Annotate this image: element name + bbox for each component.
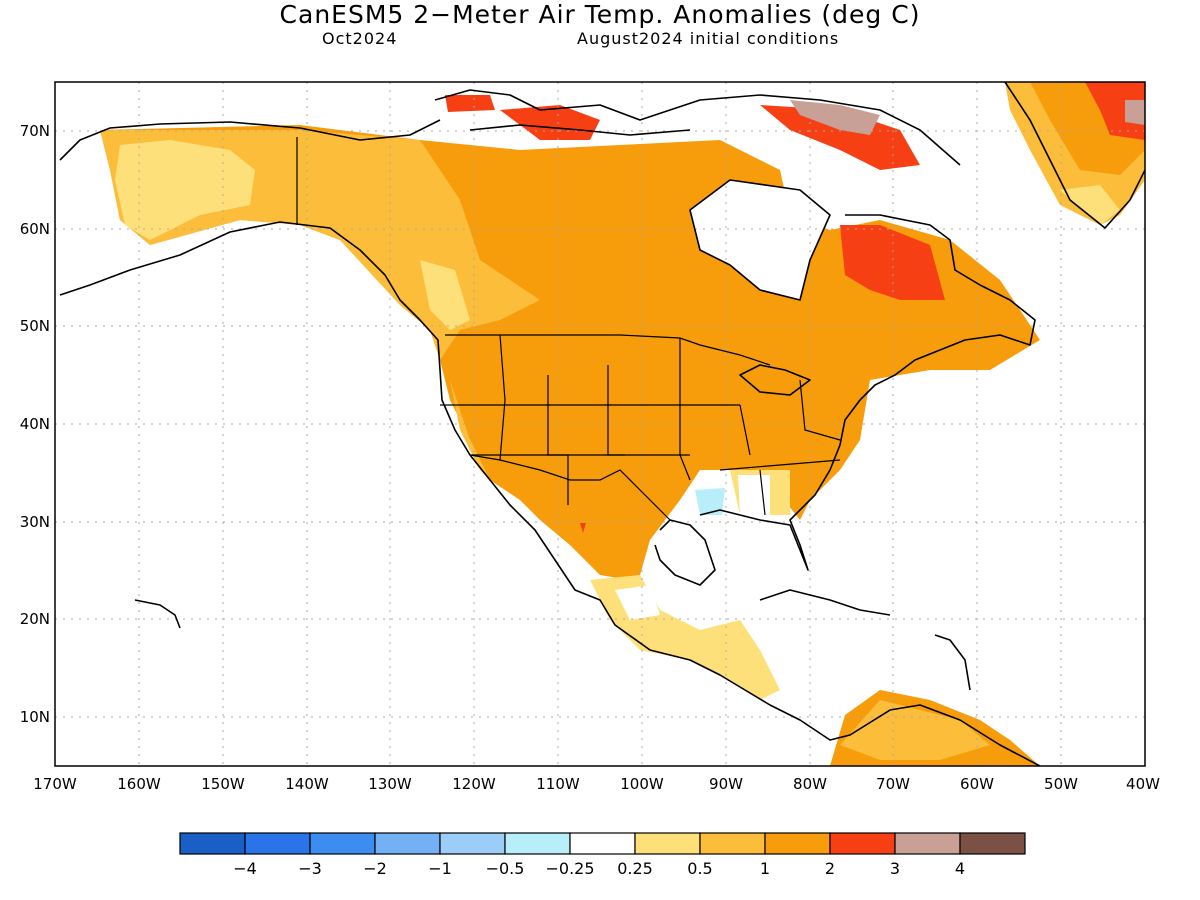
colorbar: −4 −3 −2 −1 −0.5 −0.25 0.25 0.5 1 2 3 4 [179, 832, 1026, 878]
colorbar-label: −3 [298, 859, 322, 878]
colorbar-label: 0.25 [617, 859, 653, 878]
greenland-anomaly-yellow [1060, 185, 1120, 225]
lon-label-120w: 120W [452, 775, 496, 793]
colorbar-swatch [959, 832, 1026, 855]
coastlines [59, 82, 1145, 766]
colorbar-swatch [829, 832, 896, 855]
lon-label-170w: 170W [33, 775, 77, 793]
lon-label-50w: 50W [1044, 775, 1078, 793]
anomaly-shading-yellow-coast [420, 260, 470, 330]
initial-conditions: August2024 initial conditions [577, 29, 840, 48]
colorbar-swatch [894, 832, 961, 855]
colorbar-swatch [309, 832, 376, 855]
lat-label-30n: 30N [20, 513, 50, 531]
anomaly-shading-red-arctic-3 [445, 95, 495, 112]
anomaly-shading-red-texas [580, 523, 586, 533]
anomaly-shading-brown-arctic [790, 100, 880, 135]
lon-label-110w: 110W [536, 775, 580, 793]
greenland-anomaly-red [1085, 82, 1145, 140]
south-america-anomaly-light [840, 700, 990, 760]
political-boundaries [296, 137, 841, 521]
anomaly-shading-white-mexico [615, 585, 660, 620]
colorbar-label: 0.5 [687, 859, 712, 878]
valid-month: Oct2024 [322, 29, 398, 48]
colorbar-swatch [634, 832, 701, 855]
anomaly-shading-red-arctic-2 [760, 105, 920, 170]
hudson-bay [690, 180, 830, 300]
colorbar-swatch [439, 832, 506, 855]
anomaly-shading-light-blue [695, 488, 725, 515]
lat-label-60n: 60N [20, 220, 50, 238]
lat-label-20n: 20N [20, 610, 50, 628]
lon-label-160w: 160W [117, 775, 161, 793]
gridlines [55, 82, 1145, 766]
lon-label-80w: 80W [793, 775, 827, 793]
lon-label-60w: 60W [960, 775, 994, 793]
anomaly-shading-white-southeast [738, 475, 770, 515]
lon-label-150w: 150W [201, 775, 245, 793]
lat-label-50n: 50N [20, 317, 50, 335]
lon-label-90w: 90W [709, 775, 743, 793]
colorbar-label: −0.25 [545, 859, 594, 878]
lon-label-100w: 100W [620, 775, 664, 793]
colorbar-label: 1 [760, 859, 770, 878]
map-plot-area [55, 82, 1145, 766]
colorbar-label: 2 [825, 859, 835, 878]
colorbar-label: 4 [955, 859, 965, 878]
map-frame [54, 81, 1146, 767]
colorbar-label: −1 [428, 859, 452, 878]
greenland-anomaly-brown [1125, 100, 1145, 125]
lon-label-40w: 40W [1126, 775, 1160, 793]
anomaly-shading-yellow-alaska [115, 140, 255, 240]
colorbar-swatch [569, 832, 636, 855]
latitude-labels: 70N 60N 50N 40N 30N 20N 10N [20, 122, 50, 726]
lat-label-40n: 40N [20, 415, 50, 433]
colorbar-label: −4 [233, 859, 257, 878]
colorbar-swatch [504, 832, 571, 855]
lat-label-70n: 70N [20, 122, 50, 140]
longitude-labels: 170W 160W 150W 140W 130W 120W 110W 100W … [33, 775, 1160, 793]
anomaly-shading-red-quebec [840, 225, 945, 300]
map-title: CanESM5 2−Meter Air Temp. Anomalies (deg… [279, 0, 921, 29]
colorbar-swatch [374, 832, 441, 855]
lon-label-140w: 140W [285, 775, 329, 793]
lon-label-70w: 70W [876, 775, 910, 793]
colorbar-swatch [179, 832, 246, 855]
anomaly-shading-red-arctic-1 [500, 105, 600, 140]
colorbar-label: −0.5 [486, 859, 525, 878]
colorbar-label: −2 [363, 859, 387, 878]
colorbar-swatch [764, 832, 831, 855]
lon-label-130w: 130W [368, 775, 412, 793]
lat-label-10n: 10N [20, 708, 50, 726]
colorbar-swatch [244, 832, 311, 855]
colorbar-swatch [699, 832, 766, 855]
colorbar-label: 3 [890, 859, 900, 878]
